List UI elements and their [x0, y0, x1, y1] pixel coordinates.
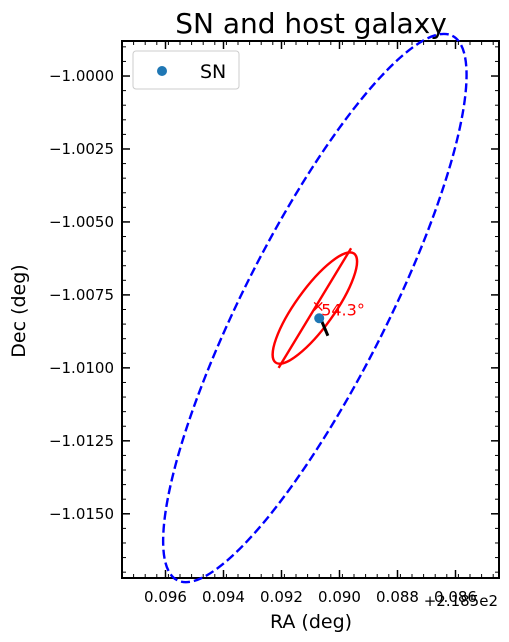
y-tick-label: −1.0150 [49, 505, 114, 523]
axes-frame [121, 40, 500, 579]
y-tick-label: −1.0100 [49, 359, 114, 377]
x-tick-label: 0.094 [202, 588, 245, 606]
y-tick-label: −1.0075 [49, 286, 114, 304]
axis-ticks: 0.096 0.094 0.092 0.090 0.088 0.086 −1.0000 −1.… [49, 41, 499, 606]
legend-marker-sn [157, 66, 167, 76]
legend-box [132, 50, 240, 90]
x-tick-label: 0.088 [376, 588, 419, 606]
data-marks: 54.3°× [161, 32, 468, 584]
y-tick-label: −1.0050 [49, 213, 114, 231]
y-tick-label: −1.0125 [49, 432, 114, 450]
plot-area: 54.3°× 0.096 0.094 0.092 0.090 0.088 0.086 −1.… [49, 32, 500, 606]
y-tick-label: −1.0000 [49, 67, 114, 85]
y-axis-label: Dec (deg) [8, 264, 30, 357]
host-outer-ellipse [161, 32, 468, 584]
x-tick-label: 0.096 [144, 588, 187, 606]
sn-point [314, 313, 325, 324]
legend-label-sn: SN [200, 61, 226, 83]
host-inner-ellipse [271, 251, 359, 365]
legend: SN [132, 50, 240, 90]
chart-title: SN and host galaxy [175, 7, 447, 40]
x-tick-label: 0.092 [260, 588, 303, 606]
major-axis-line [277, 247, 353, 369]
x-tick-label: 0.090 [318, 588, 361, 606]
x-tick-label: 0.086 [434, 588, 477, 606]
x-axis-offset-label: +2.185e2 [424, 592, 498, 610]
host-center-marker: × [311, 297, 324, 316]
y-tick-label: −1.0025 [49, 140, 114, 158]
x-axis-label: RA (deg) [270, 611, 352, 633]
angle-annotation: 54.3° [321, 301, 365, 320]
